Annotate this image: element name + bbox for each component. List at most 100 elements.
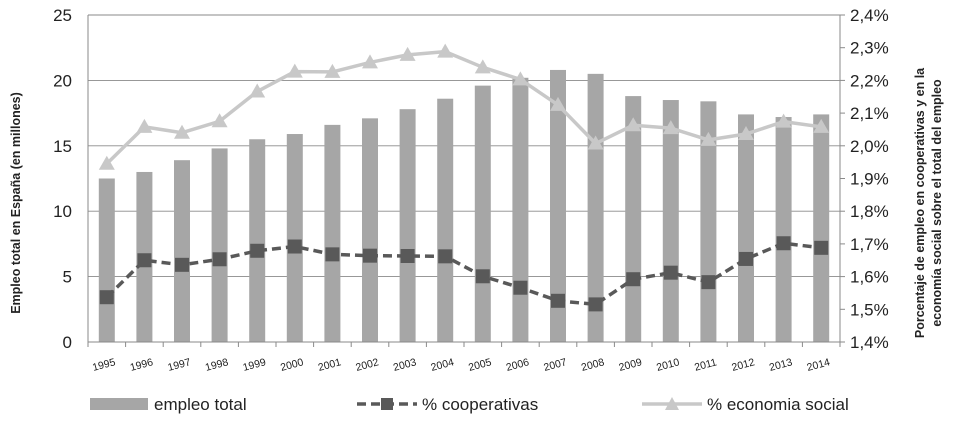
bar-2001 (324, 124, 341, 342)
point-economia-social-1996 (136, 118, 153, 133)
x-tick-label-1998: 1998 (204, 356, 230, 374)
point-cooperativas-2002 (363, 248, 377, 263)
x-tick-label-2009: 2009 (618, 356, 644, 374)
x-tick-label-2007: 2007 (542, 356, 568, 374)
x-tick-label-1996: 1996 (129, 356, 155, 374)
point-cooperativas-2010 (663, 265, 678, 280)
bar-2014 (813, 114, 830, 343)
point-cooperativas-2008 (588, 297, 603, 312)
legend-label-economia-social: % economia social (707, 395, 849, 414)
point-economia-social-1997 (174, 124, 190, 139)
point-cooperativas-1995 (99, 290, 114, 305)
y2-tick-label-6: 2,0% (850, 137, 889, 156)
point-economia-social-2011 (700, 131, 717, 146)
bar-2003 (399, 109, 416, 343)
y-tick-label-15: 15 (53, 137, 72, 156)
point-economia-social-2010 (662, 120, 679, 135)
x-tick-label-2006: 2006 (505, 356, 531, 374)
legend-marker-cooperativas (381, 398, 393, 410)
x-tick-label-1999: 1999 (242, 356, 268, 374)
bar-1998 (211, 148, 228, 342)
point-cooperativas-2003 (400, 248, 415, 263)
point-cooperativas-1998 (212, 252, 227, 267)
bar-1999 (249, 139, 266, 342)
point-cooperativas-2000 (287, 239, 302, 254)
legend-label-cooperativas: % cooperativas (422, 395, 538, 414)
point-cooperativas-1996 (137, 253, 152, 268)
point-cooperativas-2007 (551, 293, 565, 308)
point-economia-social-1999 (249, 83, 266, 98)
y-tick-label-5: 5 (63, 268, 72, 287)
point-economia-social-2013 (775, 113, 792, 128)
point-economia-social-2005 (474, 59, 491, 74)
legend: empleo total % cooperativas % economia s… (90, 395, 849, 414)
bar-2000 (286, 134, 303, 342)
point-cooperativas-2001 (325, 247, 340, 262)
y-tick-label-25: 25 (53, 6, 72, 25)
point-cooperativas-2009 (626, 272, 641, 287)
y-axis-ticks: 0 5 10 15 20 25 (53, 6, 72, 352)
point-cooperativas-2005 (475, 269, 490, 284)
point-economia-social-2012 (738, 126, 754, 141)
line-series (98, 43, 830, 312)
y2-tick-label-2: 1,6% (850, 268, 889, 287)
bar-2013 (775, 117, 792, 342)
x-tick-label-1995: 1995 (91, 356, 117, 374)
y2-axis-title-line-2: economía social sobre el total del emple… (930, 79, 944, 327)
x-tick-label-2008: 2008 (580, 356, 606, 374)
point-economia-social-2004 (437, 43, 454, 58)
plot-frame (87, 15, 841, 347)
point-economia-social-1995 (98, 155, 115, 170)
x-tick-label-1997: 1997 (166, 356, 192, 374)
gridlines (88, 14, 840, 278)
x-tick-label-2010: 2010 (655, 356, 681, 374)
y2-tick-label-4: 1,8% (850, 202, 889, 221)
point-economia-social-2000 (286, 63, 303, 78)
y2-tick-label-1: 1,5% (850, 300, 889, 319)
y2-tick-label-9: 2,3% (850, 39, 889, 58)
bar-2009 (625, 96, 642, 342)
y2-tick-label-8: 2,2% (850, 71, 889, 90)
x-tick-label-2001: 2001 (317, 356, 343, 374)
bar-2012 (738, 114, 754, 343)
y2-tick-label-0: 1,4% (850, 333, 889, 352)
point-economia-social-2006 (512, 71, 529, 86)
bar-1997 (174, 160, 190, 342)
bar-2010 (662, 100, 679, 343)
point-economia-social-2014 (813, 118, 830, 133)
line-economia-social (105, 49, 822, 166)
bar-2007 (550, 69, 566, 342)
legend-marker-economia-social (665, 397, 679, 410)
x-tick-label-2011: 2011 (693, 356, 718, 373)
point-cooperativas-1999 (250, 243, 265, 258)
x-tick-label-2002: 2002 (354, 356, 380, 374)
x-tick-label-2004: 2004 (430, 356, 456, 374)
point-economia-social-2002 (362, 54, 378, 69)
point-cooperativas-2013 (776, 236, 791, 251)
point-cooperativas-1997 (175, 257, 189, 272)
point-economia-social-2007 (550, 96, 566, 111)
x-tick-label-2000: 2000 (279, 356, 305, 374)
y2-tick-label-10: 2,4% (850, 6, 889, 25)
legend-label-empleo-total: empleo total (154, 395, 247, 414)
y2-tick-label-3: 1,7% (850, 235, 889, 254)
x-tick-label-2012: 2012 (730, 356, 756, 374)
point-cooperativas-2014 (814, 240, 829, 255)
bar-2006 (512, 77, 529, 342)
bar-2004 (437, 98, 454, 342)
point-economia-social-2008 (587, 135, 604, 150)
bar-2005 (474, 85, 491, 342)
point-economia-social-2003 (399, 46, 416, 61)
bar-2002 (362, 118, 378, 342)
point-economia-social-1998 (211, 113, 228, 128)
y2-tick-label-7: 2,1% (850, 104, 889, 123)
legend-swatch-empleo-total (90, 398, 148, 410)
bar-1995 (98, 178, 115, 342)
x-axis-ticks: 1995 1996 1997 1998 1999 2000 2001 2002 2003 2004… (91, 356, 831, 374)
point-cooperativas-2004 (438, 249, 453, 264)
point-cooperativas-2011 (701, 275, 716, 290)
bars-series (98, 69, 830, 343)
y2-axis-ticks: 1,4% 1,5% 1,6% 1,7% 1,8% 1,9% 2,0% 2,1% 2,2% 2,3%… (840, 6, 889, 352)
